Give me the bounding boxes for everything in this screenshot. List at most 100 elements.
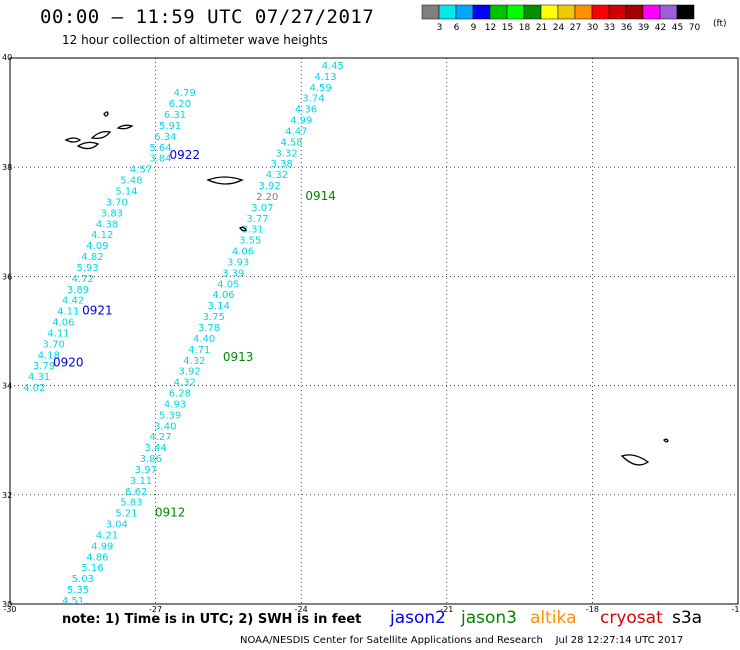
x-tick-label: -24 (295, 605, 308, 614)
swh-value: 6.28 (169, 389, 191, 400)
x-tick-label: -30 (3, 605, 16, 614)
satellite-legend-item: jason3 (461, 608, 517, 628)
swh-value: 3.77 (246, 214, 268, 225)
y-tick-label: 34 (2, 382, 12, 391)
swh-labels: 4.796.206.315.916.345.643.844.575.485.14… (23, 61, 344, 640)
island-outline (76, 141, 100, 150)
colorbar-tick-label: 21 (536, 23, 547, 33)
swh-value: 3.79 (33, 361, 55, 372)
colorbar-tick-label: 3 (437, 23, 443, 33)
swh-value: 4.42 (62, 296, 84, 307)
swh-value: 3.83 (101, 208, 123, 219)
swh-value: 3.92 (178, 367, 200, 378)
plot-area: -30-27-24-21-18-153032343638404.796.206.… (2, 53, 740, 640)
island-outline (116, 124, 134, 130)
colorbar-swatch (523, 4, 542, 20)
swh-value: 2.20 (256, 192, 278, 203)
swh-value: 3.86 (140, 454, 162, 465)
swh-value: 4.02 (23, 383, 45, 394)
satellite-legend-item: s3a (672, 608, 703, 628)
colorbar-swatch (506, 4, 525, 20)
colorbar-swatch (608, 4, 627, 20)
colorbar-tick-label: 27 (570, 23, 581, 33)
colorbar-swatch (557, 4, 576, 20)
time-label: 0922 (169, 148, 200, 162)
swh-value: 4.79 (174, 88, 196, 99)
swh-value: 6.34 (154, 132, 176, 143)
colorbar-swatch (676, 4, 695, 20)
swh-value: 4.06 (232, 247, 254, 258)
colorbar-tick-label: 30 (587, 23, 599, 33)
time-label: 0914 (305, 189, 336, 203)
island-outline (620, 454, 650, 466)
swh-value: 4.06 (212, 290, 234, 301)
swh-value: 5.91 (159, 121, 181, 132)
swh-value: 3.92 (259, 181, 281, 192)
time-label: 0920 (53, 355, 84, 369)
island-outline (663, 438, 669, 443)
swh-value: 4.99 (33, 629, 55, 640)
chart-subtitle: 12 hour collection of altimeter wave hei… (62, 33, 328, 47)
island-outline (206, 176, 244, 185)
swh-value: 3.89 (67, 285, 89, 296)
colorbar-tick-label: 6 (454, 23, 460, 33)
swh-value: 3.40 (154, 421, 176, 432)
x-tick-label: -15 (731, 605, 740, 614)
swh-value: 4.86 (86, 552, 108, 563)
swh-value: 4.59 (309, 83, 331, 94)
time-label: 0911 (53, 626, 84, 640)
swh-value: 3.75 (203, 312, 225, 323)
colorbar-tick-label: 18 (519, 23, 531, 33)
swh-value: 4.32 (174, 378, 196, 389)
colorbar-units: (ft) (713, 19, 727, 29)
y-tick-label: 40 (2, 53, 12, 62)
colorbar-swatch (625, 4, 644, 20)
swh-value: 6.31 (164, 110, 186, 121)
swh-value: 3.39 (222, 268, 244, 279)
swh-value: 4.05 (217, 279, 239, 290)
swh-value: 3.84 (149, 154, 171, 165)
swh-value: 4.09 (86, 241, 108, 252)
swh-value: 3.74 (302, 94, 324, 105)
y-tick-label: 36 (2, 272, 12, 281)
swh-value: 4.12 (91, 230, 113, 241)
swh-value: 4.45 (322, 61, 344, 72)
time-label: 0912 (155, 506, 186, 520)
swh-value: 5.64 (149, 143, 171, 154)
swh-value: 5.93 (77, 263, 99, 274)
swh-value: 5.83 (120, 498, 142, 509)
swh-value: 4.11 (57, 307, 79, 318)
x-tick-label: -21 (440, 605, 453, 614)
y-tick-label: 38 (2, 163, 12, 172)
island-outline (64, 137, 82, 143)
x-tick-label: -27 (149, 605, 162, 614)
swh-value: 5.16 (81, 563, 103, 574)
island-outline (239, 226, 247, 232)
swh-value: 3.14 (208, 301, 230, 312)
satellite-legend-item: cryosat (600, 608, 663, 628)
satellite-legend-item: jason2 (390, 608, 446, 628)
swh-value: 4.18 (38, 350, 60, 361)
colorbar-tick-label: 39 (638, 23, 650, 33)
swh-value: 4.40 (193, 334, 215, 345)
colorbar-tick-label: 36 (621, 23, 633, 33)
satellite-legend-item: altika (530, 608, 577, 628)
swh-value: 3.11 (130, 476, 152, 487)
swh-value: 4.11 (47, 328, 69, 339)
colorbar-swatch (438, 4, 457, 20)
y-tick-label: 32 (2, 491, 12, 500)
swh-value: 4.99 (290, 116, 312, 127)
swh-value: 4.71 (188, 345, 210, 356)
footer-credit: NOAA/NESDIS Center for Satellite Applica… (240, 635, 684, 646)
swh-value: 3.07 (251, 203, 273, 214)
swh-value: 4.58 (280, 137, 302, 148)
colorbar-swatch (591, 4, 610, 20)
time-label: 0913 (223, 350, 254, 364)
colorbar-swatch (421, 4, 440, 20)
island-outline (90, 130, 112, 140)
swh-value: 5.39 (159, 410, 181, 421)
colorbar-swatch (574, 4, 593, 20)
swh-value: 4.31 (28, 372, 50, 383)
swh-value: 3.32 (276, 148, 298, 159)
